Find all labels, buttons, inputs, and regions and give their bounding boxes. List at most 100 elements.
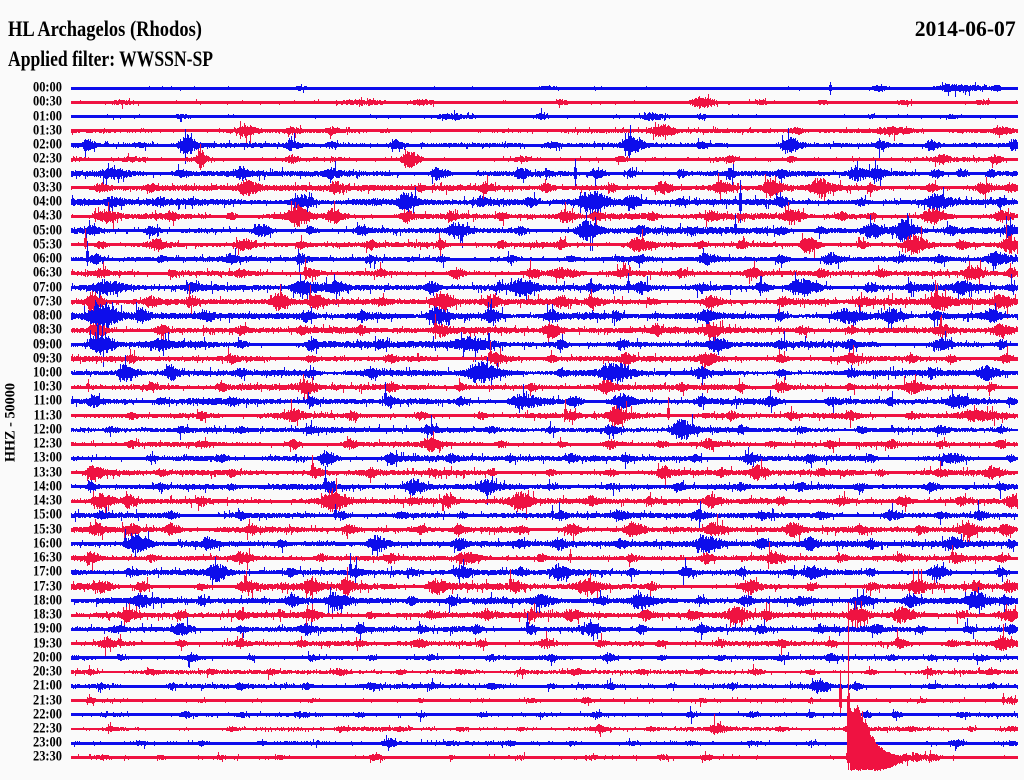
trace-row-2100	[71, 678, 1018, 694]
time-label-2000: 20:00	[32, 649, 62, 666]
time-label-2300: 23:00	[32, 734, 62, 751]
trace-row-1330	[71, 455, 1018, 489]
time-label-1800: 18:00	[32, 592, 62, 609]
time-label-1400: 14:00	[32, 478, 62, 495]
time-label-0500: 05:00	[32, 222, 62, 239]
time-label-1500: 15:00	[32, 506, 62, 523]
trace-row-0630	[71, 259, 1018, 284]
time-label-1600: 16:00	[32, 535, 62, 552]
time-label-0730: 07:30	[32, 293, 62, 310]
trace-row-0800	[71, 299, 1018, 351]
trace-row-0330	[71, 173, 1018, 203]
time-label-2100: 21:00	[32, 677, 62, 694]
time-label-0430: 04:30	[32, 207, 62, 224]
trace-row-1700	[71, 553, 1018, 590]
time-label-1530: 15:30	[32, 521, 62, 538]
trace-row-0100	[71, 108, 1018, 122]
time-label-0900: 09:00	[32, 336, 62, 353]
trace-row-1030	[71, 374, 1018, 402]
trace-row-0030	[71, 94, 1018, 109]
time-label-1300: 13:00	[32, 449, 62, 466]
time-label-1000: 10:00	[32, 364, 62, 381]
station-title: HL Archagelos (Rhodos)	[8, 16, 202, 41]
time-label-1700: 17:00	[32, 563, 62, 580]
time-label-1030: 10:30	[32, 378, 62, 395]
trace-row-0400	[71, 180, 1018, 223]
trace-row-0000	[71, 82, 1018, 97]
trace-row-0930	[71, 341, 1018, 371]
trace-row-1530	[71, 514, 1018, 544]
time-label-0100: 01:00	[32, 108, 62, 125]
time-label-1930: 19:30	[32, 635, 62, 652]
time-label-2130: 21:30	[32, 692, 62, 709]
time-label-1730: 17:30	[32, 578, 62, 595]
time-label-2230: 22:30	[32, 720, 62, 737]
trace-row-2000	[71, 651, 1018, 668]
time-label-2030: 20:30	[32, 663, 62, 680]
trace-row-2030	[71, 664, 1018, 680]
trace-row-2200	[71, 706, 1018, 724]
trace-row-0430	[71, 201, 1018, 230]
trace-row-0300	[71, 159, 1018, 188]
trace-row-1800	[71, 587, 1018, 619]
trace-row-1100	[71, 382, 1018, 413]
trace-row-2330	[71, 602, 1018, 771]
trace-row-0900	[71, 318, 1018, 367]
trace-row-2300	[71, 735, 1018, 751]
time-label-0830: 08:30	[32, 321, 62, 338]
time-label-2200: 22:00	[32, 706, 62, 723]
time-label-0400: 04:00	[32, 193, 62, 210]
trace-row-0530	[71, 224, 1018, 260]
time-label-1100: 11:00	[33, 392, 62, 409]
time-label-1900: 19:00	[32, 620, 62, 637]
time-label-0000: 00:00	[32, 79, 62, 96]
time-label-0200: 02:00	[32, 136, 62, 153]
trace-row-2130	[71, 670, 1018, 717]
trace-row-0230	[71, 144, 1018, 170]
time-label-0930: 09:30	[32, 350, 62, 367]
trace-row-0500	[71, 212, 1018, 251]
time-label-1130: 11:30	[33, 407, 62, 424]
trace-row-1200	[71, 414, 1018, 442]
time-label-0700: 07:00	[32, 279, 62, 296]
trace-row-1600	[71, 529, 1018, 559]
time-label-0600: 06:00	[32, 250, 62, 267]
trace-row-0830	[71, 314, 1018, 347]
trace-row-0200	[71, 125, 1018, 164]
trace-row-1830	[71, 601, 1018, 633]
time-label-1430: 14:30	[32, 492, 62, 509]
time-label-1830: 18:30	[32, 606, 62, 623]
time-label-1200: 12:00	[32, 421, 62, 438]
time-label-0230: 02:30	[32, 150, 62, 167]
time-label-0300: 03:00	[32, 165, 62, 182]
trace-row-1900	[71, 613, 1018, 641]
trace-row-1130	[71, 397, 1018, 435]
trace-row-0700	[71, 272, 1018, 306]
time-label-0630: 06:30	[32, 264, 62, 281]
trace-row-0600	[71, 241, 1018, 272]
trace-row-1730	[71, 567, 1018, 610]
trace-row-1430	[71, 478, 1018, 520]
time-label-0530: 05:30	[32, 236, 62, 253]
time-label-2330: 23:30	[32, 748, 62, 765]
trace-row-1630	[71, 542, 1018, 571]
time-label-1330: 13:30	[32, 464, 62, 481]
trace-row-2230	[71, 714, 1018, 737]
trace-row-1500	[71, 500, 1018, 529]
time-label-0800: 08:00	[32, 307, 62, 324]
trace-row-1300	[71, 447, 1018, 469]
trace-row-0130	[71, 121, 1018, 147]
time-label-0330: 03:30	[32, 179, 62, 196]
applied-filter-label: Applied filter: WWSSN-SP	[8, 46, 214, 71]
date-label: 2014-06-07	[915, 16, 1016, 41]
time-label-1230: 12:30	[32, 435, 62, 452]
time-label-0130: 01:30	[32, 122, 62, 139]
trace-row-1230	[71, 431, 1018, 453]
time-label-0030: 00:30	[32, 93, 62, 110]
trace-row-1400	[71, 466, 1018, 505]
trace-row-1000	[71, 355, 1018, 390]
trace-row-1930	[71, 624, 1018, 658]
time-label-1630: 16:30	[32, 549, 62, 566]
